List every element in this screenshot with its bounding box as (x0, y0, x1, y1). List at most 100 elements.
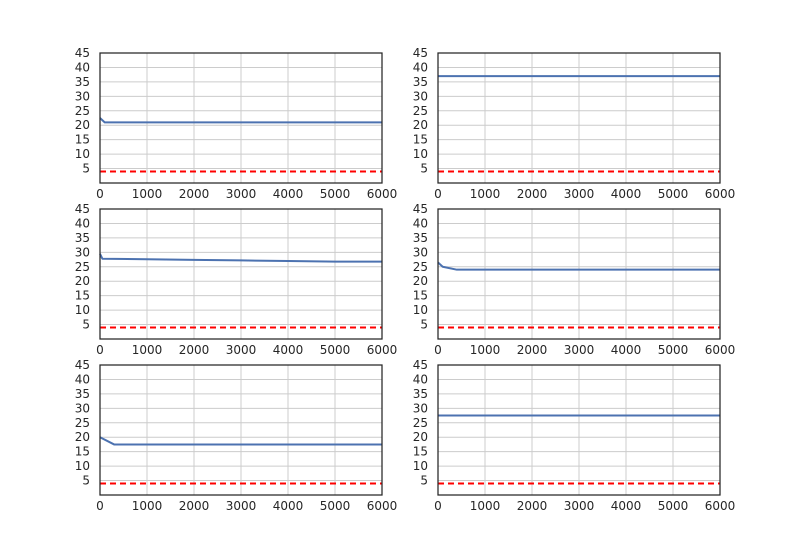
y-tick-label: 25 (75, 104, 90, 118)
x-tick-label: 3000 (226, 343, 257, 357)
x-tick-label: 0 (434, 499, 442, 513)
x-tick-label: 1000 (132, 499, 163, 513)
x-tick-label: 5000 (320, 343, 351, 357)
x-tick-label: 4000 (611, 187, 642, 201)
y-tick-label: 35 (413, 387, 428, 401)
subplot-4: 0 1000 2000 3000 4000 5000 6000 510152025303540… (413, 202, 736, 357)
y-tick-label: 10 (75, 147, 90, 161)
x-tick-label: 0 (96, 343, 104, 357)
y-tick-label: 30 (413, 89, 428, 103)
axes-frame (99, 364, 383, 496)
y-tick-label: 15 (75, 289, 90, 303)
y-tick-label: 40 (75, 216, 90, 230)
x-tick-label: 0 (96, 187, 104, 201)
x-tick-label: 0 (96, 499, 104, 513)
axes-frame (99, 208, 383, 340)
subplot-1: 0 1000 2000 3000 4000 5000 6000 510152025303540… (75, 46, 398, 201)
y-tick-label: 15 (413, 445, 428, 459)
axes-frame (437, 208, 721, 340)
y-tick-label: 45 (75, 202, 90, 216)
y-tick-label: 35 (413, 75, 428, 89)
y-tick-label: 25 (413, 416, 428, 430)
y-tick-label: 5 (420, 318, 428, 332)
y-tick-label: 40 (75, 60, 90, 74)
y-tick-label: 5 (420, 474, 428, 488)
y-tick-label: 45 (75, 358, 90, 372)
x-tick-label: 4000 (273, 343, 304, 357)
x-tick-label: 0 (434, 187, 442, 201)
x-tick-label: 2000 (179, 343, 210, 357)
y-tick-label: 30 (413, 401, 428, 415)
y-tick-label: 45 (413, 358, 428, 372)
y-tick-label: 30 (75, 245, 90, 259)
y-tick-label: 5 (82, 162, 90, 176)
y-tick-label: 25 (75, 416, 90, 430)
subplot-6: 0 1000 2000 3000 4000 5000 6000 510152025303540… (413, 358, 736, 513)
y-tick-label: 45 (413, 202, 428, 216)
x-tick-label: 1000 (470, 187, 501, 201)
series-line (99, 253, 382, 263)
x-tick-label: 1000 (470, 343, 501, 357)
series-line (437, 261, 720, 271)
y-tick-label: 20 (413, 274, 428, 288)
y-tick-label: 30 (75, 401, 90, 415)
x-tick-label: 4000 (273, 499, 304, 513)
x-tick-label: 6000 (367, 343, 398, 357)
y-tick-label: 5 (82, 318, 90, 332)
y-tick-label: 30 (413, 245, 428, 259)
y-tick-label: 20 (75, 118, 90, 132)
x-tick-label: 4000 (611, 343, 642, 357)
y-tick-label: 35 (75, 387, 90, 401)
x-tick-label: 0 (434, 343, 442, 357)
x-tick-label: 5000 (320, 499, 351, 513)
x-tick-label: 6000 (705, 187, 736, 201)
y-tick-label: 20 (413, 430, 428, 444)
x-tick-label: 2000 (517, 343, 548, 357)
y-tick-label: 10 (413, 147, 428, 161)
x-tick-label: 6000 (367, 499, 398, 513)
axes-frame (99, 52, 383, 184)
y-tick-label: 35 (413, 231, 428, 245)
x-tick-label: 2000 (517, 499, 548, 513)
y-tick-label: 20 (413, 118, 428, 132)
axes-frame (437, 52, 721, 184)
y-tick-label: 20 (75, 430, 90, 444)
x-tick-label: 5000 (658, 499, 689, 513)
y-tick-label: 20 (75, 274, 90, 288)
series-line (99, 436, 382, 446)
y-tick-label: 15 (75, 133, 90, 147)
y-tick-label: 25 (413, 104, 428, 118)
y-tick-label: 40 (413, 372, 428, 386)
y-tick-label: 15 (413, 289, 428, 303)
y-tick-label: 45 (413, 46, 428, 60)
x-tick-label: 1000 (132, 343, 163, 357)
subplot-3: 0 1000 2000 3000 4000 5000 6000 510152025303540… (75, 202, 398, 357)
y-tick-label: 15 (75, 445, 90, 459)
subplot-2: 0 1000 2000 3000 4000 5000 6000 510152025303540… (413, 46, 736, 201)
y-tick-label: 45 (75, 46, 90, 60)
subplot-5: 0 1000 2000 3000 4000 5000 6000 510152025303540… (75, 358, 398, 513)
y-tick-label: 40 (413, 60, 428, 74)
y-tick-label: 25 (413, 260, 428, 274)
y-tick-label: 15 (413, 133, 428, 147)
x-tick-label: 3000 (564, 187, 595, 201)
series-line (99, 117, 382, 124)
y-tick-label: 10 (413, 459, 428, 473)
y-tick-label: 25 (75, 260, 90, 274)
x-tick-label: 3000 (226, 499, 257, 513)
x-tick-label: 3000 (564, 343, 595, 357)
axes-frame (437, 364, 721, 496)
y-tick-label: 10 (75, 459, 90, 473)
x-tick-label: 4000 (273, 187, 304, 201)
x-tick-label: 2000 (179, 499, 210, 513)
x-tick-label: 3000 (226, 187, 257, 201)
x-tick-label: 6000 (367, 187, 398, 201)
x-tick-label: 2000 (517, 187, 548, 201)
y-tick-label: 30 (75, 89, 90, 103)
x-tick-label: 6000 (705, 499, 736, 513)
y-tick-label: 10 (75, 303, 90, 317)
y-tick-label: 40 (75, 372, 90, 386)
y-tick-label: 5 (82, 474, 90, 488)
x-tick-label: 1000 (470, 499, 501, 513)
